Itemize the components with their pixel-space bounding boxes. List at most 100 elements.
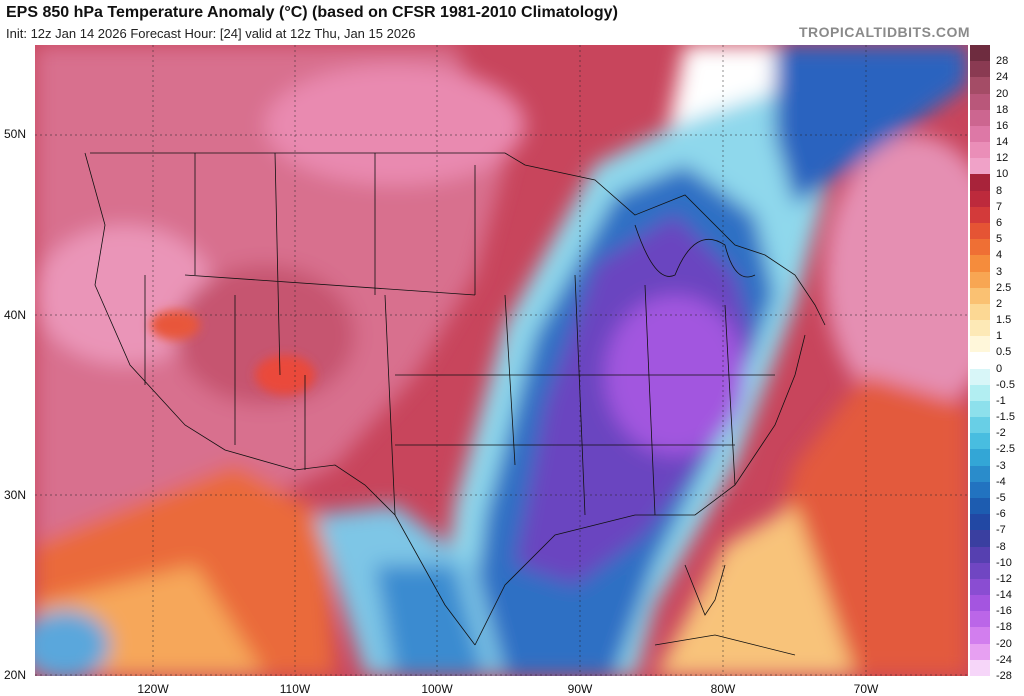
colorbar-swatch bbox=[970, 45, 990, 62]
rockies-hotspot bbox=[255, 355, 315, 395]
colorbar-label: 0.5 bbox=[996, 346, 1012, 359]
colorbar-swatch bbox=[970, 595, 990, 612]
colorbar-label: -1 bbox=[996, 394, 1006, 407]
lon-label-120w: 120W bbox=[137, 682, 169, 696]
colorbar-label: 1.5 bbox=[996, 314, 1012, 327]
colorbar-label: -10 bbox=[996, 556, 1012, 569]
colorbar-swatch bbox=[970, 417, 990, 434]
colorbar-swatch bbox=[970, 611, 990, 628]
colorbar-swatch bbox=[970, 546, 990, 564]
colorbar-swatch bbox=[970, 206, 990, 224]
colorbar-swatch bbox=[970, 481, 990, 499]
colorbar-swatch bbox=[970, 125, 990, 143]
east-pink-blob bbox=[825, 135, 968, 415]
colorbar-label: -0.5 bbox=[996, 378, 1015, 391]
colorbar-swatch bbox=[970, 336, 990, 353]
colorbar-label: -18 bbox=[996, 621, 1012, 634]
colorbar-label: -12 bbox=[996, 572, 1012, 585]
colorbar-label: -20 bbox=[996, 637, 1012, 650]
colorbar-swatch bbox=[970, 449, 990, 467]
colorbar-label: 2 bbox=[996, 297, 1003, 310]
colorbar-swatch bbox=[970, 627, 990, 645]
colorbar-label: 16 bbox=[996, 119, 1009, 132]
colorbar-swatch bbox=[970, 562, 990, 580]
florida bbox=[684, 564, 726, 616]
west-coast-mexico-border bbox=[84, 152, 476, 646]
north-pink-blob bbox=[265, 65, 525, 185]
colorbar-swatch bbox=[970, 643, 990, 661]
colorbar-swatch bbox=[970, 433, 990, 450]
colorbar-label: -16 bbox=[996, 605, 1012, 618]
colorbar-label: -5 bbox=[996, 492, 1006, 505]
mexico-cold-core bbox=[375, 565, 485, 676]
colorbar-label: 28 bbox=[996, 55, 1009, 68]
lat-label-40n: 40N bbox=[4, 308, 27, 322]
colorbar-label: -2.5 bbox=[996, 443, 1015, 456]
lon-label-70w: 70W bbox=[853, 682, 879, 696]
colorbar-swatch bbox=[970, 498, 990, 515]
watermark: TROPICALTIDBITS.COM bbox=[798, 24, 970, 40]
colorbar bbox=[970, 45, 990, 677]
colorbar-label: 20 bbox=[996, 87, 1009, 100]
map-title: EPS 850 hPa Temperature Anomaly (°C) (ba… bbox=[6, 4, 618, 21]
colorbar-swatch bbox=[970, 158, 990, 175]
lat-label-20n: 20N bbox=[4, 668, 27, 682]
colorbar-swatch bbox=[970, 352, 990, 370]
colorbar-label: -24 bbox=[996, 653, 1012, 666]
colorbar-swatch bbox=[970, 190, 990, 208]
colorbar-swatch bbox=[970, 109, 990, 127]
grid bbox=[35, 45, 968, 676]
colorbar-swatch bbox=[970, 287, 990, 305]
lat-label-30n: 30N bbox=[4, 488, 27, 502]
gulf-east-coast bbox=[474, 334, 806, 646]
canada-cold bbox=[775, 45, 968, 205]
pacific-cold bbox=[35, 610, 110, 676]
atlantic-light bbox=[655, 505, 855, 676]
colorbar-swatch bbox=[970, 239, 990, 256]
colorbar-swatch bbox=[970, 93, 990, 111]
colorbar-label: -4 bbox=[996, 475, 1006, 488]
colorbar-label: -6 bbox=[996, 508, 1006, 521]
colorbar-label: 4 bbox=[996, 249, 1003, 262]
lon-label-80w: 80W bbox=[710, 682, 736, 696]
colorbar-label: -28 bbox=[996, 670, 1012, 682]
colorbar-swatch bbox=[970, 530, 990, 548]
colorbar-label: -1.5 bbox=[996, 411, 1015, 424]
cuba bbox=[654, 634, 796, 656]
colorbar-swatch bbox=[970, 222, 990, 240]
colorbar-label: -8 bbox=[996, 540, 1006, 553]
colorbar-label: 14 bbox=[996, 136, 1009, 149]
colorbar-label: 3 bbox=[996, 265, 1003, 278]
colorbar-label: -2 bbox=[996, 427, 1006, 440]
map-canvas bbox=[35, 45, 968, 676]
colorbar-swatch bbox=[970, 142, 990, 159]
colorbar-label: 24 bbox=[996, 71, 1009, 84]
great-lakes bbox=[634, 224, 756, 278]
colorbar-swatch bbox=[970, 384, 990, 402]
colorbar-swatch bbox=[970, 368, 990, 386]
colorbar-swatch bbox=[970, 303, 990, 321]
colorbar-label: 6 bbox=[996, 216, 1003, 229]
colorbar-label: 1 bbox=[996, 330, 1003, 343]
colorbar-label: 7 bbox=[996, 200, 1003, 213]
colorbar-swatch bbox=[970, 77, 990, 95]
colorbar-label: 10 bbox=[996, 168, 1009, 181]
lon-label-100w: 100W bbox=[421, 682, 453, 696]
map-subtitle: Init: 12z Jan 14 2026 Forecast Hour: [24… bbox=[6, 26, 416, 41]
lon-label-110w: 110W bbox=[279, 682, 311, 696]
colorbar-label: 12 bbox=[996, 152, 1009, 165]
colorbar-swatch bbox=[970, 578, 990, 596]
colorbar-label: -3 bbox=[996, 459, 1006, 472]
colorbar-label: 5 bbox=[996, 233, 1003, 246]
colorbar-label: -7 bbox=[996, 524, 1006, 537]
lat-label-50n: 50N bbox=[4, 127, 27, 141]
colorbar-swatch bbox=[970, 659, 990, 677]
colorbar-swatch bbox=[970, 271, 990, 289]
colorbar-label: -14 bbox=[996, 589, 1012, 602]
colorbar-label: 2.5 bbox=[996, 281, 1012, 294]
us-canada-border bbox=[90, 152, 826, 326]
colorbar-swatch bbox=[970, 61, 990, 78]
lon-label-90w: 90W bbox=[567, 682, 593, 696]
colorbar-swatch bbox=[970, 255, 990, 272]
colorbar-label: 18 bbox=[996, 103, 1009, 116]
